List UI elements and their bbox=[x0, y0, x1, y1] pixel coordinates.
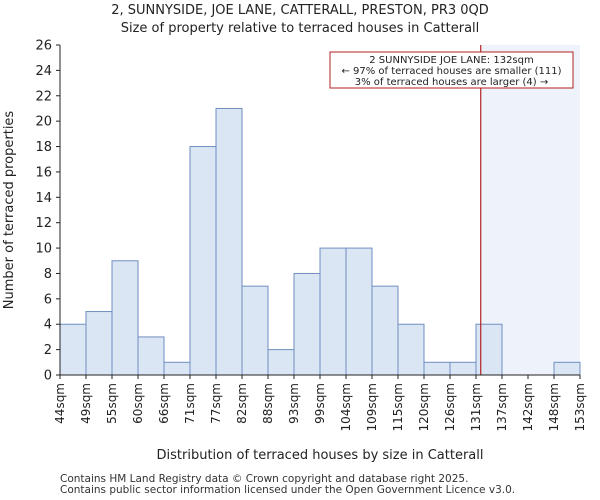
histogram-bar bbox=[189, 146, 217, 376]
histogram-bar bbox=[345, 247, 373, 376]
y-tick-label: 8 bbox=[44, 267, 52, 282]
histogram-bar bbox=[371, 285, 399, 376]
x-tick-label: 104sqm bbox=[339, 383, 353, 431]
x-tick-label: 120sqm bbox=[417, 383, 431, 431]
y-tick-label: 12 bbox=[35, 216, 52, 231]
histogram-bar bbox=[553, 361, 581, 376]
x-tick-label: 77sqm bbox=[209, 383, 223, 424]
y-tick-label: 26 bbox=[35, 39, 52, 54]
x-tick-label: 148sqm bbox=[547, 383, 561, 431]
x-tick-label: 99sqm bbox=[313, 383, 327, 424]
larger-region-highlight bbox=[480, 45, 580, 375]
y-axis-label: Number of terraced properties bbox=[2, 111, 17, 310]
y-tick-label: 4 bbox=[44, 318, 52, 333]
x-tick-label: 71sqm bbox=[183, 383, 197, 424]
annotation-line1: 2 SUNNYSIDE JOE LANE: 132sqm bbox=[369, 55, 533, 66]
chart-title-line1: 2, SUNNYSIDE, JOE LANE, CATTERALL, PREST… bbox=[111, 3, 489, 18]
chart-title-line2: Size of property relative to terraced ho… bbox=[120, 21, 480, 36]
x-axis-label: Distribution of terraced houses by size … bbox=[157, 448, 484, 463]
histogram-bar bbox=[59, 323, 87, 376]
footer-licence: Contains public sector information licen… bbox=[60, 484, 516, 496]
x-tick-label: 137sqm bbox=[495, 383, 509, 431]
histogram-bar bbox=[293, 272, 321, 376]
histogram-bar bbox=[163, 361, 191, 376]
x-tick-label: 66sqm bbox=[157, 383, 171, 424]
x-tick-label: 60sqm bbox=[131, 383, 145, 424]
x-tick-label: 115sqm bbox=[391, 383, 405, 431]
histogram-bar bbox=[111, 260, 139, 376]
histogram-bar bbox=[267, 349, 295, 376]
y-tick-label: 24 bbox=[35, 64, 52, 79]
x-tick-label: 82sqm bbox=[235, 383, 249, 424]
histogram-bar bbox=[85, 311, 113, 376]
y-tick-label: 10 bbox=[35, 242, 52, 257]
histogram-bar bbox=[449, 361, 477, 376]
x-tick-label: 93sqm bbox=[287, 383, 301, 424]
y-tick-label: 14 bbox=[35, 191, 52, 206]
histogram-bar bbox=[475, 323, 503, 376]
y-tick-label: 0 bbox=[44, 369, 52, 384]
histogram-bar bbox=[137, 336, 165, 376]
x-tick-label: 142sqm bbox=[521, 383, 535, 431]
x-tick-label: 109sqm bbox=[365, 383, 379, 431]
histogram-bar bbox=[423, 361, 451, 376]
x-tick-label: 131sqm bbox=[469, 383, 483, 431]
x-tick-label: 153sqm bbox=[573, 383, 587, 431]
histogram-bar bbox=[241, 285, 269, 376]
x-tick-label: 126sqm bbox=[443, 383, 457, 431]
x-tick-label: 44sqm bbox=[53, 383, 67, 424]
x-tick-label: 49sqm bbox=[79, 383, 93, 424]
histogram-bar bbox=[215, 107, 243, 376]
annotation-box bbox=[329, 51, 574, 89]
x-tick-label: 55sqm bbox=[105, 383, 119, 424]
footer-copyright: Contains HM Land Registry data © Crown c… bbox=[60, 473, 469, 485]
y-tick-label: 2 bbox=[44, 343, 52, 358]
y-tick-label: 22 bbox=[35, 89, 52, 104]
y-tick-label: 20 bbox=[35, 115, 52, 130]
annotation-line2: ← 97% of terraced houses are smaller (11… bbox=[341, 66, 561, 77]
x-tick-label: 88sqm bbox=[261, 383, 275, 424]
y-tick-label: 6 bbox=[44, 292, 52, 307]
annotation-line3: 3% of terraced houses are larger (4) → bbox=[355, 77, 549, 88]
y-tick-label: 18 bbox=[35, 140, 52, 155]
histogram-bar bbox=[397, 323, 425, 376]
y-tick-label: 16 bbox=[35, 165, 52, 180]
histogram-bar bbox=[319, 247, 347, 376]
